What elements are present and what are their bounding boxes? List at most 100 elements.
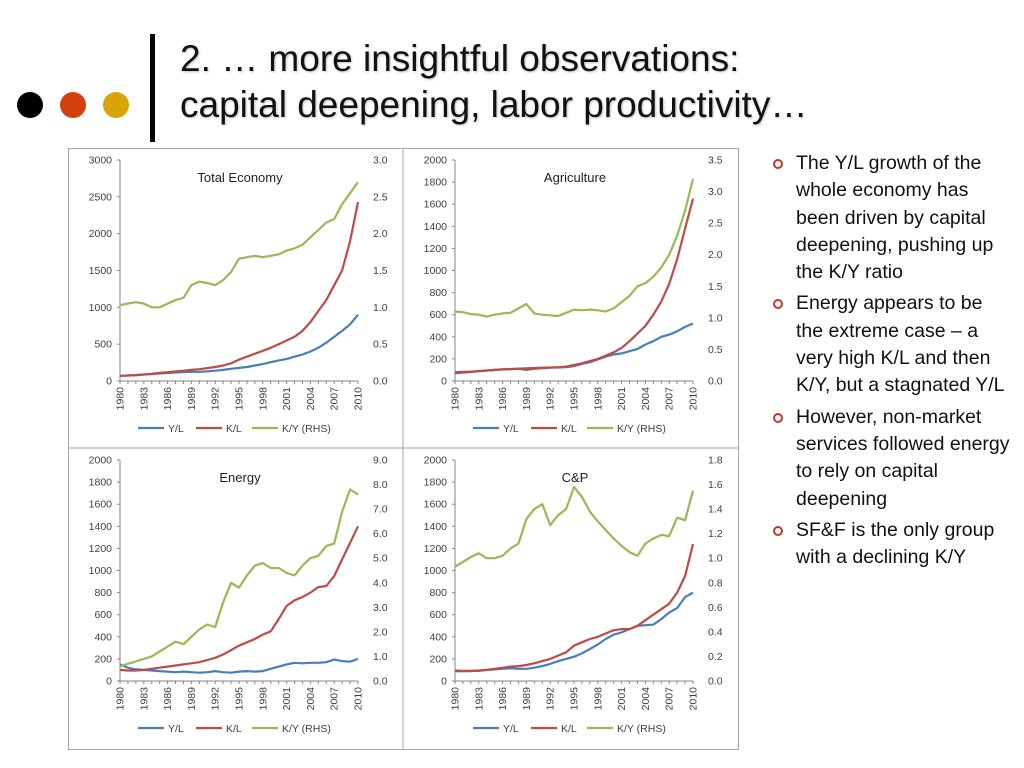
y-tick-label: 200 bbox=[429, 353, 447, 365]
y-tick-label: 0 bbox=[106, 376, 112, 388]
y2-tick-label: 2.0 bbox=[373, 626, 388, 638]
y-tick-label: 1000 bbox=[424, 565, 448, 577]
y-tick-label: 800 bbox=[429, 287, 447, 299]
x-tick-label: 1992 bbox=[545, 387, 557, 411]
x-tick-label: 1995 bbox=[234, 387, 246, 411]
x-tick-label: 1986 bbox=[162, 387, 174, 411]
series-line-k-y-rhs bbox=[454, 178, 695, 318]
y-tick-label: 1500 bbox=[89, 265, 113, 277]
bullet-text: Energy appears to be the extreme case – … bbox=[796, 292, 1005, 397]
y2-tick-label: 8.0 bbox=[373, 479, 388, 491]
legend-label-k-y-rhs: K/Y (RHS) bbox=[282, 723, 331, 735]
y-tick-label: 200 bbox=[429, 653, 447, 665]
bullet-item: SF&F is the only group with a declining … bbox=[772, 517, 1012, 572]
x-tick-label: 2004 bbox=[305, 687, 317, 711]
slide-title-line-2: capital deepening, labor productivity… bbox=[180, 84, 808, 125]
chart-title: Total Economy bbox=[197, 170, 283, 185]
y-tick-label: 1600 bbox=[424, 199, 448, 211]
legend-label-k-l: K/L bbox=[561, 423, 577, 435]
y-tick-label: 0 bbox=[441, 376, 447, 388]
y2-tick-label: 3.0 bbox=[708, 186, 723, 198]
decor-dot-red bbox=[60, 92, 86, 118]
y-tick-label: 800 bbox=[94, 587, 112, 599]
legend-label-k-y-rhs: K/Y (RHS) bbox=[282, 423, 331, 435]
x-tick-label: 1980 bbox=[450, 687, 462, 711]
x-tick-label: 1992 bbox=[210, 687, 222, 711]
x-tick-label: 1998 bbox=[592, 687, 604, 711]
y-tick-label: 600 bbox=[94, 609, 112, 621]
series-line-k-l bbox=[454, 198, 695, 374]
y2-tick-label: 0.0 bbox=[373, 376, 388, 388]
series-line-k-y-rhs bbox=[119, 488, 359, 668]
legend-label-y-l: Y/L bbox=[503, 723, 519, 735]
y2-tick-label: 1.5 bbox=[708, 281, 723, 293]
y2-tick-label: 2.5 bbox=[373, 191, 388, 203]
x-tick-label: 1983 bbox=[473, 687, 485, 711]
y2-tick-label: 6.0 bbox=[373, 528, 388, 540]
y-tick-label: 1200 bbox=[89, 543, 113, 555]
x-tick-label: 2001 bbox=[616, 387, 628, 411]
y-tick-label: 1800 bbox=[424, 177, 448, 189]
y-tick-label: 1000 bbox=[89, 565, 113, 577]
chart-title: Energy bbox=[219, 470, 261, 485]
y-tick-label: 1400 bbox=[89, 521, 113, 533]
chart-c-p: 0 200 400 600 800 1000 1200 1400 1600 1800 2000 0.0… bbox=[424, 455, 723, 736]
y2-tick-label: 2.0 bbox=[708, 249, 723, 261]
chart-agriculture: 0 200 400 600 800 1000 1200 1400 1600 1800 2000 0.0… bbox=[424, 155, 723, 436]
x-tick-label: 1986 bbox=[497, 687, 509, 711]
y-tick-label: 1000 bbox=[424, 265, 448, 277]
y2-tick-label: 0.0 bbox=[373, 676, 388, 688]
y2-tick-label: 0.0 bbox=[708, 676, 723, 688]
bullet-icon bbox=[773, 412, 783, 423]
series-line-y-l bbox=[119, 657, 359, 674]
x-tick-label: 2004 bbox=[640, 387, 652, 411]
chart-title: C&P bbox=[562, 470, 589, 485]
y-tick-label: 2500 bbox=[89, 191, 113, 203]
x-tick-label: 2010 bbox=[353, 687, 365, 711]
legend-label-y-l: Y/L bbox=[503, 423, 519, 435]
x-tick-label: 1980 bbox=[450, 387, 462, 411]
y-tick-label: 0 bbox=[106, 676, 112, 688]
x-tick-label: 2010 bbox=[688, 387, 700, 411]
y-tick-label: 400 bbox=[94, 631, 112, 643]
y-tick-label: 2000 bbox=[89, 455, 113, 467]
x-tick-label: 1980 bbox=[115, 687, 127, 711]
y-tick-label: 800 bbox=[429, 587, 447, 599]
x-tick-label: 1992 bbox=[210, 387, 222, 411]
x-tick-label: 1995 bbox=[569, 687, 581, 711]
x-tick-label: 1986 bbox=[497, 387, 509, 411]
x-tick-label: 1995 bbox=[569, 387, 581, 411]
series-line-k-y-rhs bbox=[454, 485, 695, 568]
y-tick-label: 1800 bbox=[89, 477, 113, 489]
y2-tick-label: 1.8 bbox=[708, 455, 723, 467]
bullet-item: The Y/L growth of the whole economy has … bbox=[772, 150, 1012, 286]
y2-tick-label: 1.6 bbox=[708, 479, 723, 491]
x-tick-label: 2004 bbox=[305, 387, 317, 411]
y-tick-label: 1400 bbox=[424, 221, 448, 233]
bullet-text: SF&F is the only group with a declining … bbox=[796, 518, 995, 569]
x-tick-label: 1986 bbox=[162, 687, 174, 711]
bullet-icon bbox=[773, 525, 783, 536]
chart-panel: 0500100015002000250030000.00.51.01.52.02… bbox=[68, 148, 739, 750]
y2-tick-label: 3.0 bbox=[373, 602, 388, 614]
y2-tick-label: 4.0 bbox=[373, 577, 388, 589]
y2-tick-label: 9.0 bbox=[373, 455, 388, 467]
y2-tick-label: 1.0 bbox=[708, 312, 723, 324]
x-tick-label: 1998 bbox=[592, 387, 604, 411]
y2-tick-label: 1.0 bbox=[373, 651, 388, 663]
x-tick-label: 1983 bbox=[138, 687, 150, 711]
x-tick-label: 2010 bbox=[688, 687, 700, 711]
y2-tick-label: 0.6 bbox=[708, 602, 723, 614]
y-tick-label: 1200 bbox=[424, 243, 448, 255]
y-tick-label: 1600 bbox=[424, 499, 448, 511]
x-tick-label: 2004 bbox=[640, 687, 652, 711]
y2-tick-label: 2.5 bbox=[708, 218, 723, 230]
y2-tick-label: 1.2 bbox=[708, 528, 723, 540]
legend-label-k-y-rhs: K/Y (RHS) bbox=[617, 723, 666, 735]
y-tick-label: 3000 bbox=[89, 155, 113, 167]
y-tick-label: 400 bbox=[429, 631, 447, 643]
x-tick-label: 1998 bbox=[257, 387, 269, 411]
y2-tick-label: 3.5 bbox=[708, 155, 723, 167]
y2-tick-label: 3.0 bbox=[373, 155, 388, 167]
series-line-k-l bbox=[119, 525, 359, 672]
